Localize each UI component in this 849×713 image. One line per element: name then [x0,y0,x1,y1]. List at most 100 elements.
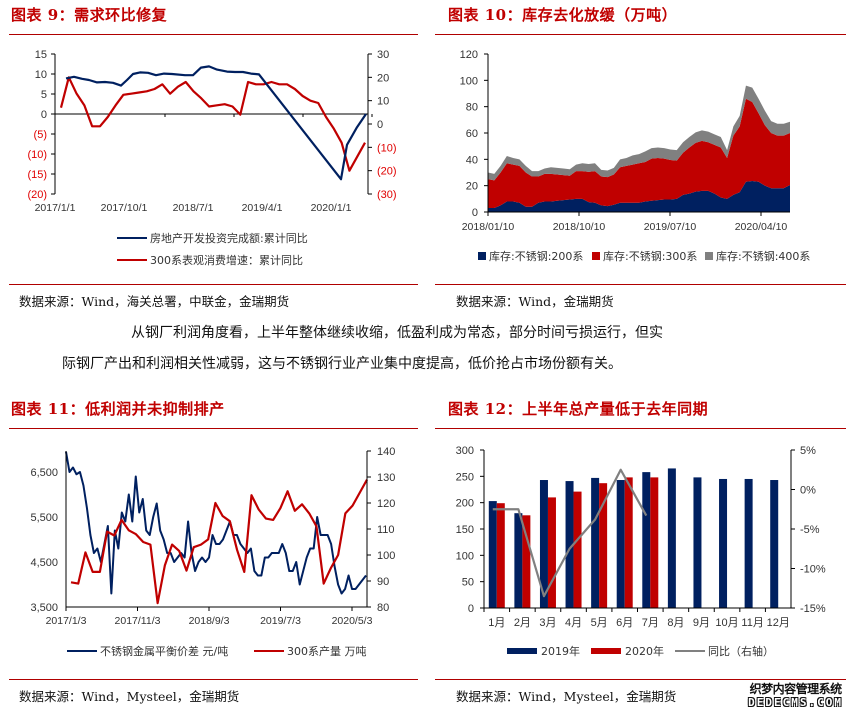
svg-text:8月: 8月 [667,617,684,629]
svg-text:110: 110 [377,524,395,536]
legend-label: 同比（右轴） [708,645,774,658]
figure-11-legend-item-1: 不锈钢金属平衡价差 元/吨 [67,643,228,659]
svg-text:0: 0 [377,119,383,131]
figure-10-legend-item-2: 库存:不锈钢:300系 [592,248,697,264]
svg-text:10月: 10月 [715,617,738,629]
legend-swatch-red-bar [591,648,621,654]
figure-11-chart: 3,500 4,500 5,500 6,500 80 90 100 110 120 130 140 2… [30,446,395,627]
figure-10-legend-item-1: 库存:不锈钢:200系 [478,248,583,264]
svg-text:250: 250 [456,471,474,483]
svg-text:2020/1/1: 2020/1/1 [311,202,352,214]
svg-text:120: 120 [377,498,395,510]
svg-text:2017/10/1: 2017/10/1 [101,202,148,214]
figure-12-legend-item-1: 2019年 [507,643,580,659]
svg-text:(15): (15) [27,169,47,181]
figure-10-chart: 0 20 40 60 80 100 120 2018/01/10 2018/10/10 2019/… [460,49,790,233]
svg-text:3,500: 3,500 [30,602,58,614]
svg-text:200: 200 [456,498,474,510]
svg-text:10: 10 [35,69,47,81]
legend-swatch-red-line [254,650,284,652]
svg-text:130: 130 [377,472,395,484]
legend-label: 300系产量 万吨 [287,645,367,658]
svg-text:6月: 6月 [616,617,633,629]
svg-text:90: 90 [377,576,389,588]
svg-text:(5): (5) [34,129,47,141]
svg-text:0: 0 [468,603,474,615]
body-paragraph-line-1: 从钢厂利润角度看，上半年整体继续收缩，低盈利成为常态，部分时间亏损运行，但实 [131,325,663,341]
svg-text:0: 0 [472,207,478,219]
watermark-line-2: DEDECMS.COM [748,696,843,709]
svg-text:2018/01/10: 2018/01/10 [462,221,515,233]
legend-swatch-gray-line [675,650,705,652]
svg-text:2019/07/10: 2019/07/10 [644,221,697,233]
svg-text:2019/7/3: 2019/7/3 [260,615,301,627]
figure-12-source-rule [435,679,846,680]
legend-label: 房地产开发投资完成额:累计同比 [150,232,308,245]
svg-text:5,500: 5,500 [30,512,58,524]
figure-10-title: 图表 10：库存去化放缓（万吨） [448,6,678,24]
svg-text:2月: 2月 [514,617,531,629]
figure-11-source-rule [9,679,418,680]
svg-text:20: 20 [466,181,478,193]
svg-text:(10): (10) [27,149,47,161]
figure-9-title: 图表 9：需求环比修复 [11,6,168,24]
legend-swatch-navy-line [67,650,97,652]
svg-text:2020/04/10: 2020/04/10 [735,221,788,233]
figure-12-legend-item-3: 同比（右轴） [675,643,774,659]
svg-text:0: 0 [41,109,47,121]
figure-9-legend-item-2: 300系表观消费增速：累计同比 [117,252,303,268]
svg-text:(20): (20) [27,189,47,201]
figure-10-title-rule [435,34,846,35]
figure-9-source-rule [9,284,418,285]
legend-label: 库存:不锈钢:400系 [716,250,811,263]
figure-12-title-rule [435,428,846,429]
figure-9-source: 数据来源：Wind，海关总署，中联金，金瑞期货 [19,294,290,309]
svg-text:2017/1/1: 2017/1/1 [35,202,76,214]
svg-text:-15%: -15% [800,603,826,615]
svg-text:30: 30 [377,49,389,61]
legend-swatch-navy-line [117,237,147,239]
legend-label: 2020年 [625,645,664,658]
svg-text:2017/11/3: 2017/11/3 [115,615,161,627]
figure-9-chart: 15 10 5 0 (5) (10) (15) (20) 30 20 10 0 (10) (20) (30)… [27,49,397,214]
svg-text:-10%: -10% [800,564,826,576]
svg-text:5月: 5月 [591,617,608,629]
svg-text:-5%: -5% [800,524,820,536]
svg-text:150: 150 [456,524,474,536]
figure-11-title: 图表 11：低利润并未抑制排产 [11,400,225,418]
figure-9-title-rule [9,34,418,35]
figure-10-legend-item-3: 库存:不锈钢:400系 [705,248,810,264]
legend-label: 库存:不锈钢:200系 [489,250,584,263]
svg-text:60: 60 [466,128,478,140]
svg-text:100: 100 [377,550,395,562]
legend-label: 300系表观消费增速：累计同比 [150,254,303,267]
svg-text:100: 100 [456,550,474,562]
legend-swatch-navy-bar [507,648,537,654]
svg-text:2018/7/1: 2018/7/1 [173,202,214,214]
svg-text:11月: 11月 [741,617,763,629]
figure-11-source: 数据来源：Wind，Mysteel，金瑞期货 [19,689,240,704]
legend-swatch-red-box [592,252,600,260]
figure-12-chart: 1月 2月 3月 4月 5月 6月 7月 8月 9月 10月 11月 12月 0 50 100 150 200 2… [456,445,826,629]
legend-label: 不锈钢金属平衡价差 元/吨 [100,645,229,658]
svg-text:(10): (10) [377,142,397,154]
svg-text:100: 100 [460,75,478,87]
figure-10-source-rule [435,284,846,285]
svg-text:3月: 3月 [539,617,556,629]
svg-text:2017/1/3: 2017/1/3 [46,615,87,627]
svg-text:4,500: 4,500 [30,557,58,569]
figure-10-source: 数据来源：Wind，金瑞期货 [456,294,614,309]
svg-text:2019/4/1: 2019/4/1 [242,202,283,214]
svg-text:120: 120 [460,49,478,61]
figure-11-legend-item-2: 300系产量 万吨 [254,643,367,659]
body-paragraph-line-2: 际钢厂产出和利润相关性减弱，这与不锈钢行业产业集中度提高，低价抢占市场份额有关。 [62,356,622,372]
svg-text:80: 80 [377,602,389,614]
svg-text:300: 300 [456,445,474,457]
svg-text:50: 50 [462,577,474,589]
svg-text:1月: 1月 [488,617,505,629]
legend-swatch-gray-box [705,252,713,260]
svg-text:15: 15 [35,49,47,61]
figure-11-title-rule [9,428,418,429]
svg-text:0%: 0% [800,485,816,497]
figure-12-source: 数据来源：Wind，Mysteel，金瑞期货 [456,689,677,704]
